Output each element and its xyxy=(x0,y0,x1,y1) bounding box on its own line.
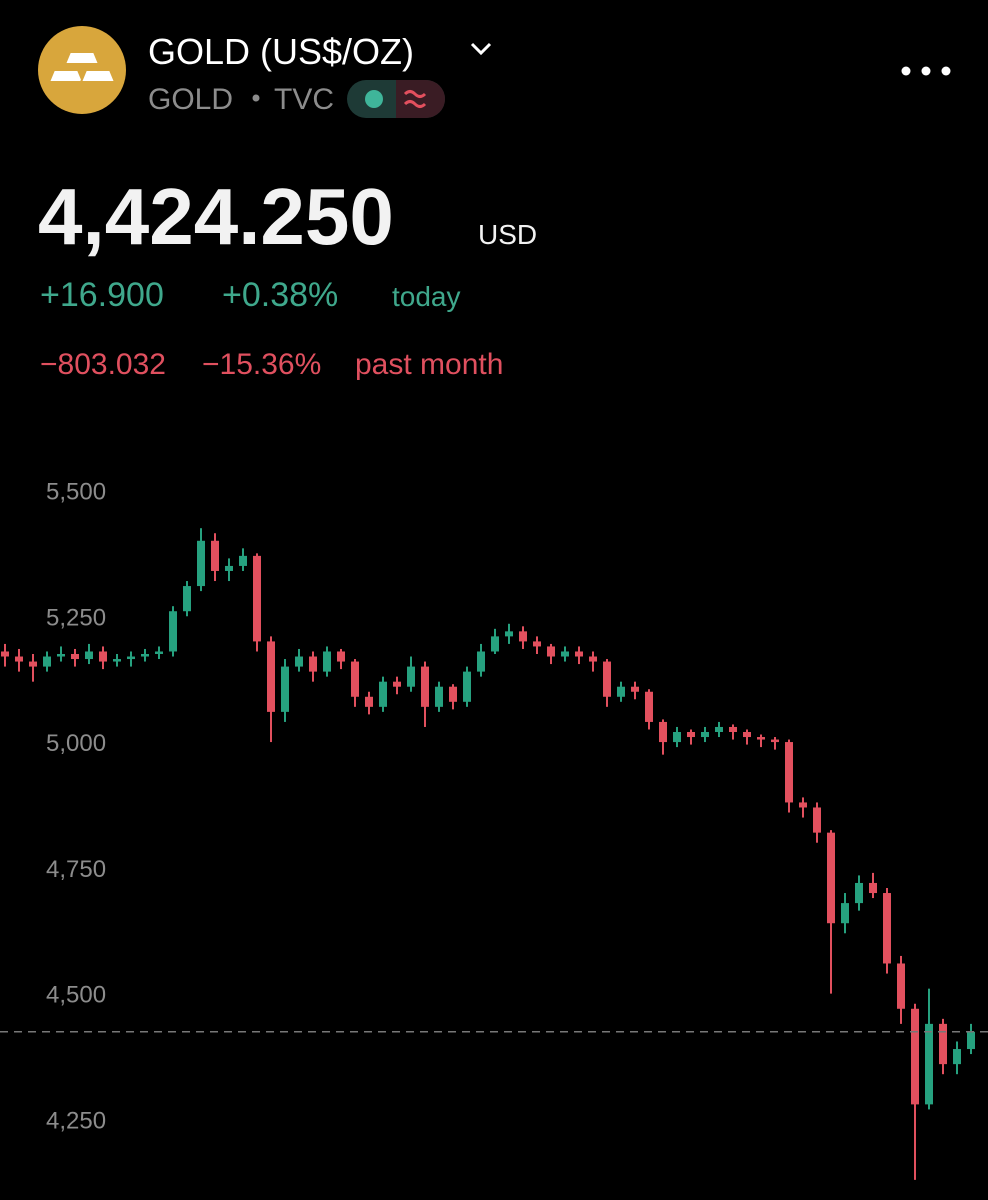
candle-body xyxy=(799,802,807,808)
candle-body xyxy=(141,654,149,657)
candle-body xyxy=(701,732,709,738)
candle-body xyxy=(967,1031,975,1050)
candle-body xyxy=(421,666,429,707)
more-menu[interactable] xyxy=(901,66,951,76)
change-today: +16.900 xyxy=(40,276,164,314)
candle-body xyxy=(561,651,569,657)
candle-body xyxy=(365,696,373,707)
candle-body xyxy=(99,651,107,662)
exchange: TVC xyxy=(274,83,334,116)
candle-body xyxy=(715,726,723,732)
candle-body xyxy=(491,636,499,652)
candle-body xyxy=(547,646,555,657)
candle-body xyxy=(785,742,793,803)
candle-body xyxy=(729,726,737,732)
candle-body xyxy=(575,651,583,657)
dropdown-chevron[interactable] xyxy=(470,42,492,56)
change-month: −803.032 xyxy=(40,348,166,381)
symbol-code: GOLD xyxy=(148,83,233,116)
candle-body xyxy=(939,1023,947,1065)
candle-body xyxy=(771,739,779,743)
candle-body xyxy=(477,651,485,672)
candle-body xyxy=(449,686,457,702)
candle-body xyxy=(505,631,513,637)
candle-body xyxy=(617,686,625,697)
last-price: 4,424.250 xyxy=(38,172,394,261)
candle-body xyxy=(435,686,443,707)
candle-body xyxy=(673,732,681,743)
candle-body xyxy=(155,651,163,654)
candle-body xyxy=(43,656,51,667)
y-tick-label: 5,500 xyxy=(46,478,106,505)
candle-body xyxy=(85,651,93,660)
candle-body xyxy=(15,656,23,662)
y-tick-label: 4,750 xyxy=(46,856,106,883)
candle-body xyxy=(911,1008,919,1105)
candle-body xyxy=(253,555,261,642)
candle-body xyxy=(211,540,219,571)
y-tick-label: 5,250 xyxy=(46,604,106,631)
candle-body xyxy=(197,540,205,587)
candle-body xyxy=(841,903,849,924)
y-tick-label: 4,500 xyxy=(46,982,106,1009)
candle-body xyxy=(127,656,135,660)
candle-body xyxy=(1,651,9,657)
candle-body xyxy=(225,565,233,571)
candle-body xyxy=(267,641,275,712)
candle-body xyxy=(827,832,835,924)
y-tick-label: 5,000 xyxy=(46,730,106,757)
candle-body xyxy=(295,656,303,667)
candle-body xyxy=(925,1023,933,1105)
candle-body xyxy=(407,666,415,687)
candle-body xyxy=(57,654,65,657)
candle-body xyxy=(239,555,247,566)
candle-body xyxy=(869,882,877,894)
change-today-pct: +0.38% xyxy=(222,276,338,314)
symbol-logo xyxy=(38,26,126,114)
candle-chart[interactable]: 5,500 5,250 5,000 4,750 4,500 4,250 xyxy=(0,478,988,1180)
month-label: past month xyxy=(355,348,503,381)
candle-body xyxy=(183,586,191,612)
candle-body xyxy=(113,659,121,662)
candle-body xyxy=(393,681,401,687)
candle-body xyxy=(659,721,667,743)
candle-body xyxy=(883,893,891,964)
candle-body xyxy=(169,611,177,652)
candle-body xyxy=(631,686,639,692)
candle-body xyxy=(281,666,289,712)
candle-body xyxy=(589,656,597,662)
candle-body xyxy=(323,651,331,672)
candle-body xyxy=(645,691,653,722)
today-label: today xyxy=(392,281,461,312)
candle-body xyxy=(533,641,541,647)
candle-body xyxy=(29,661,37,667)
candle-body xyxy=(743,732,751,738)
candle-body xyxy=(351,661,359,697)
currency: USD xyxy=(478,219,537,250)
change-month-pct: −15.36% xyxy=(202,348,321,381)
candle-body xyxy=(897,963,905,1009)
candle-body xyxy=(813,807,821,833)
candle-body xyxy=(603,661,611,697)
candle-body xyxy=(463,671,471,702)
candle-body xyxy=(337,651,345,662)
candle-body xyxy=(953,1049,961,1065)
y-tick-label: 4,250 xyxy=(46,1107,106,1134)
candle-body xyxy=(379,681,387,707)
market-status-badge[interactable] xyxy=(347,80,445,118)
candle-body xyxy=(757,737,765,740)
separator-dot xyxy=(252,94,260,102)
candle-body xyxy=(519,631,527,642)
candle-body xyxy=(309,656,317,672)
candle-body xyxy=(855,882,863,904)
symbol-title[interactable]: GOLD (US$/OZ) xyxy=(148,31,414,72)
candle-body xyxy=(71,654,79,660)
candle-body xyxy=(687,732,695,738)
